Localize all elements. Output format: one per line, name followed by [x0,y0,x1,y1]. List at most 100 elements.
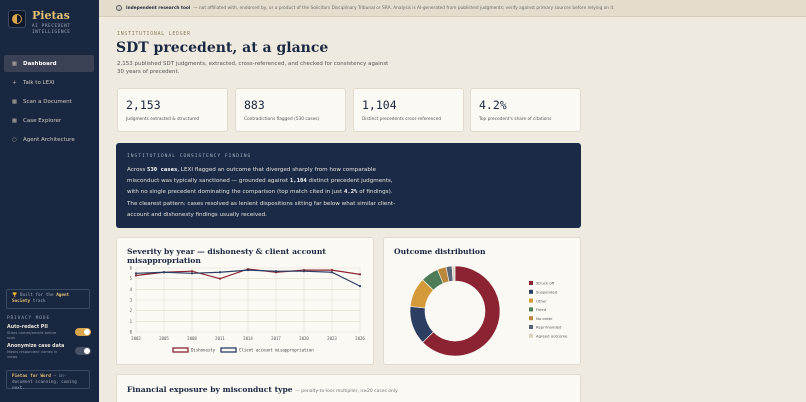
stat-card-precedents: 1,104 Distinct precedents cross-referenc… [353,88,464,132]
anonymize-row: Anonymize case data Masks respondent nam… [7,344,91,359]
data-point [190,270,194,273]
anonymize-toggle[interactable] [75,347,91,355]
pietas-for-word-note: Pietas for Word — in-document scanning, … [6,370,90,391]
exposure-title-text: Financial exposure by misconduct type [127,385,293,394]
x-tick-label: 2002 [131,336,141,341]
outcome-donut-chart: Struck off Suspended Other Fined No order Rep… [409,265,568,357]
x-tick-label: 2023 [327,336,337,341]
consistency-finding-panel: INSTITUTIONAL CONSISTENCY FINDING Across… [116,143,581,228]
privacy-mode-title: PRIVACY MODE [7,316,51,321]
nav-item-case-explorer[interactable]: ▦ Case Explorer [4,113,94,130]
legend-swatch [529,298,533,303]
legend-label: Agreed outcome [536,334,568,339]
x-tick-label: 2008 [187,336,197,341]
legend-label: Dishonesty [191,348,216,353]
finding-highlight: 1,104 [289,178,307,185]
finding-text: Across 530 cases, LEXI flagged an outcom… [127,165,402,221]
data-point [302,270,306,273]
stat-value: 2,153 [126,98,161,112]
brand-subtitle: AI PRECEDENT INTELLIGENCE [32,24,71,35]
severity-chart-card: Severity by year — dishonesty & client a… [116,237,374,365]
grid-icon: ▦ [11,98,18,105]
finding-text-part: of findings). The clearest pattern: case… [127,189,396,218]
page-subtitle: 2,153 published SDT judgments, extracted… [117,61,389,75]
legend-swatch [529,316,533,321]
y-tick-label: 0 [130,330,133,335]
legend-label: Struck off [536,281,555,286]
x-tick-label: 2011 [215,336,225,341]
grid-icon: ▦ [11,118,18,125]
x-tick-label: 2014 [243,336,253,341]
auto-redact-toggle[interactable] [75,328,91,336]
stat-label: Distinct precedents cross-referenced [362,117,442,122]
page-title: SDT precedent, at a glance [116,40,329,56]
stat-label: Top precedent's share of citations [479,117,552,122]
exposure-subtitle: — penalty-to-loss multiplier, n≥20 cases… [295,389,398,394]
data-point [218,277,222,280]
legend-label: No order [536,316,553,321]
nav-label: Dashboard [23,60,57,67]
disclaimer-banner: i Independent research tool — not affili… [99,0,806,17]
data-point [190,272,194,275]
data-point [134,272,138,275]
nav-label: Scan a Document [23,98,72,105]
data-point [134,274,138,277]
legend-label: Client account misappropriation [239,348,314,353]
legend-label: Reprimanded [536,325,562,330]
stat-label: Judgments extracted & structured [126,117,200,122]
exposure-title: Financial exposure by misconduct type — … [127,385,398,394]
legend-label: Other [536,298,547,303]
nav-item-talk-to-lexi[interactable]: + Talk to LEXI [4,74,94,91]
legend-swatch [172,347,189,353]
sidebar: Pietas AI PRECEDENT INTELLIGENCE ▦ Dashb… [0,0,99,402]
trophy-icon: 🏆 [12,293,18,298]
outcome-chart-title: Outcome distribution [394,247,486,256]
auto-redact-label: Auto-redact PII [7,325,48,330]
legend-swatch [529,325,533,329]
stat-value: 4.2% [479,98,507,112]
y-tick-label: 2 [130,308,133,313]
plus-icon: + [12,79,17,86]
stat-card-top-share: 4.2% Top precedent's share of citations [470,88,581,132]
severity-chart-title: Severity by year — dishonesty & client a… [127,247,326,265]
y-tick-label: 4 [130,287,133,292]
auto-redact-row: Auto-redact PII Strips names/emails befo… [7,325,91,340]
nav-item-dashboard[interactable]: ▦ Dashboard [4,55,94,72]
data-point [330,271,334,274]
y-tick-label: 1 [130,319,133,324]
nav-item-scan-document[interactable]: ▦ Scan a Document [4,93,94,110]
circle-icon: ○ [12,137,17,144]
logo-icon [8,10,26,28]
grid-icon: ▦ [11,60,18,67]
anonymize-label: Anonymize case data [7,344,65,349]
auto-redact-sub: Strips names/emails before scan [7,331,57,340]
agent-box-highlight: Agent Society [12,293,70,304]
severity-line-chart: 0 1 2 3 4 5 6 2002 2005 2008 2011 2014 2017 2020 2023 2… [130,266,365,353]
page-kicker: INSTITUTIONAL LEDGER [117,32,191,37]
banner-bold: Independent research tool [126,5,191,11]
data-point [358,273,362,276]
data-point [330,269,334,272]
y-tick-label: 3 [130,298,133,303]
stat-value: 1,104 [362,98,397,112]
finding-text-part: Across [127,167,148,173]
data-point [274,270,278,273]
donut-slice [451,265,456,282]
agent-box-suffix: track [32,299,46,304]
donut-slice [422,265,501,357]
finding-text-part: distinct precedent judgments, with no si… [127,178,393,196]
data-point [358,285,362,288]
x-tick-label: 2026 [355,336,365,341]
nav-label: Case Explorer [23,118,62,125]
nav-item-agent-architecture[interactable]: ○ Agent Architecture [4,132,94,149]
financial-exposure-card: Financial exposure by misconduct type — … [116,374,581,402]
stat-label: Contradictions flagged (530 cases) [244,117,320,122]
finding-highlight: 530 cases [147,167,178,173]
legend-swatch [220,347,237,353]
legend-label: Suspended [536,290,558,295]
nav-label: Agent Architecture [23,137,75,144]
finding-text-part: , LEXI flagged an outcome that diverged … [127,167,376,185]
word-box-highlight: Pietas for Word [12,374,51,379]
brand[interactable]: Pietas AI PRECEDENT INTELLIGENCE [8,10,84,36]
banner-text: — not affiliated with, endorsed by, or a… [193,5,615,11]
